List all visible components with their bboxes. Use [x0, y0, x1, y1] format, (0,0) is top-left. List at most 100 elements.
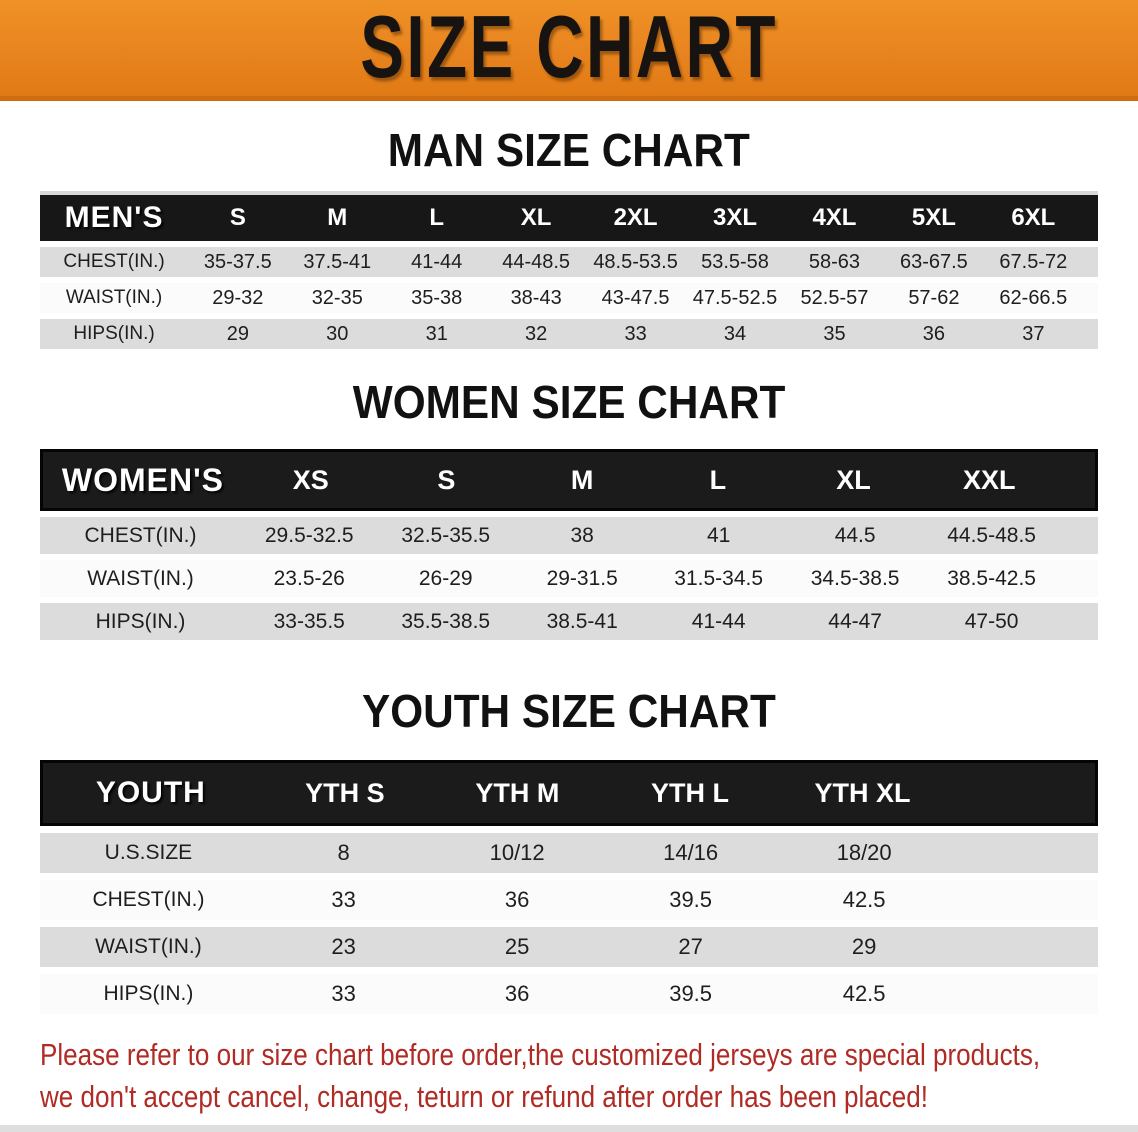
table-header-row: YOUTH YTH S YTH M YTH L YTH XL [40, 760, 1098, 826]
size-value: 43-47.5 [601, 286, 670, 309]
table-row: HIPS(IN.) 33-35.5 35.5-38.5 38.5-41 41-44 44-… [40, 603, 1098, 640]
size-value: 32 [525, 322, 548, 345]
size-value: 47-50 [964, 609, 1019, 633]
row-label: WAIST(IN.) [65, 287, 163, 308]
women-section-title: WOMEN SIZE CHART [0, 379, 1138, 425]
disclaimer-line-1: Please refer to our size chart before or… [40, 1037, 1041, 1072]
table-header-row: WOMEN'S XS S M L XL XXL [40, 449, 1098, 511]
row-label: CHEST(IN.) [84, 523, 197, 547]
size-value: 38 [570, 523, 594, 547]
size-value: 58-63 [808, 250, 861, 273]
column-header: YTH M [475, 777, 560, 808]
size-value: 36 [504, 981, 530, 1006]
column-header: YTH XL [814, 777, 911, 808]
size-value: 57-62 [908, 286, 960, 309]
size-value: 29-32 [212, 286, 264, 309]
column-header: S [437, 464, 456, 495]
disclaimer-text: Please refer to our size chart before or… [40, 1034, 1041, 1118]
row-label: HIPS(IN.) [73, 323, 155, 344]
size-value: 44-47 [828, 609, 882, 633]
size-value: 38.5-41 [546, 609, 618, 633]
size-value: 32.5-35.5 [401, 523, 491, 547]
size-value: 25 [504, 934, 530, 959]
table-row: WAIST(IN.) 23.5-26 26-29 29-31.5 31.5-34.5 34… [40, 560, 1098, 597]
size-value: 23 [331, 934, 356, 959]
size-value: 34.5-38.5 [810, 566, 900, 590]
size-value: 44-48.5 [502, 250, 571, 273]
women-size-table: WOMEN'S XS S M L XL XXL CHEST(IN.) 29.5-32.5 32.5… [40, 449, 1098, 640]
size-value: 39.5 [669, 887, 713, 912]
size-value: 37 [1022, 322, 1045, 345]
size-value: 35-37.5 [203, 250, 272, 273]
size-value: 41-44 [411, 250, 463, 273]
table-row: HIPS(IN.) 33 36 39.5 42.5 [40, 974, 1098, 1014]
size-value: 33-35.5 [273, 609, 345, 633]
size-value: 29-31.5 [546, 566, 618, 590]
youth-section-title-text: YOUTH SIZE CHART [362, 685, 776, 737]
women-section-title-text: WOMEN SIZE CHART [352, 376, 786, 428]
bottom-strip [0, 1125, 1138, 1132]
table-corner-label: YOUTH [95, 776, 206, 809]
banner: SIZE CHART [0, 0, 1138, 101]
table-corner-label: WOMEN'S [61, 461, 225, 498]
column-header: 3XL [713, 204, 758, 231]
row-label: HIPS(IN.) [103, 982, 194, 1005]
column-header: YTH S [305, 777, 385, 808]
men-size-table: MEN'S S M L XL 2XL 3XL 4XL 5XL 6XL CHEST(IN.) 35-37… [40, 191, 1098, 349]
size-value: 48.5-53.5 [593, 250, 678, 273]
size-value: 67.5-72 [999, 250, 1068, 273]
row-label: CHEST(IN.) [92, 888, 205, 911]
size-value: 31.5-34.5 [674, 566, 764, 590]
youth-size-table: YOUTH YTH S YTH M YTH L YTH XL U.S.SIZE 8 10/12… [40, 760, 1098, 1014]
size-value: 29.5-32.5 [264, 523, 354, 547]
table-row: U.S.SIZE 8 10/12 14/16 18/20 [40, 833, 1098, 873]
table-row: HIPS(IN.) 29 30 31 32 33 34 35 36 37 [40, 319, 1098, 349]
table-row: CHEST(IN.) 33 36 39.5 42.5 [40, 880, 1098, 920]
size-value: 35-38 [411, 286, 463, 309]
page-title: SIZE CHART [360, 0, 778, 97]
table-row: WAIST(IN.) 29-32 32-35 35-38 38-43 43-47.5 47.… [40, 283, 1098, 313]
table-row: WAIST(IN.) 23 25 27 29 [40, 927, 1098, 967]
column-header: YTH L [650, 777, 729, 808]
table-corner-label: MEN'S [64, 201, 164, 234]
row-label: U.S.SIZE [104, 841, 193, 864]
size-value: 53.5-58 [701, 250, 769, 273]
row-label: CHEST(IN.) [63, 251, 165, 272]
size-value: 27 [678, 934, 703, 959]
size-value: 18/20 [836, 840, 892, 865]
size-value: 35 [823, 322, 846, 345]
size-value: 38.5-42.5 [947, 566, 1036, 590]
column-header: L [429, 204, 445, 231]
column-header: 4XL [812, 204, 857, 231]
size-value: 31 [425, 322, 448, 345]
size-value: 62-66.5 [999, 286, 1068, 309]
size-value: 29 [851, 934, 877, 959]
size-value: 32-35 [311, 286, 363, 309]
column-header: 5XL [911, 204, 956, 231]
size-value: 52.5-57 [800, 286, 869, 309]
size-value: 37.5-41 [303, 250, 372, 273]
column-header: 2XL [613, 204, 658, 231]
size-value: 63-67.5 [899, 250, 968, 273]
size-value: 36 [922, 322, 946, 345]
table-row: CHEST(IN.) 29.5-32.5 32.5-35.5 38 41 44.5 44.5… [40, 517, 1098, 554]
column-header: XL [836, 464, 871, 495]
size-value: 35.5-38.5 [401, 609, 491, 633]
man-section-title-text: MAN SIZE CHART [387, 124, 751, 176]
table-row: CHEST(IN.) 35-37.5 37.5-41 41-44 44-48.5 48.5… [40, 247, 1098, 277]
size-value: 41 [706, 523, 731, 547]
column-header: M [570, 464, 594, 495]
size-value: 42.5 [842, 887, 886, 912]
size-value: 8 [337, 840, 350, 865]
size-value: 10/12 [489, 840, 545, 865]
table-header-row: MEN'S S M L XL 2XL 3XL 4XL 5XL 6XL [40, 191, 1098, 241]
column-header: XL [520, 204, 552, 231]
size-value: 38-43 [510, 286, 562, 309]
column-header: M [327, 204, 348, 231]
size-value: 29 [226, 322, 249, 345]
size-value: 33 [331, 981, 356, 1006]
size-value: 44.5 [834, 523, 876, 547]
size-value: 42.5 [842, 981, 886, 1006]
size-value: 26-29 [418, 566, 473, 590]
